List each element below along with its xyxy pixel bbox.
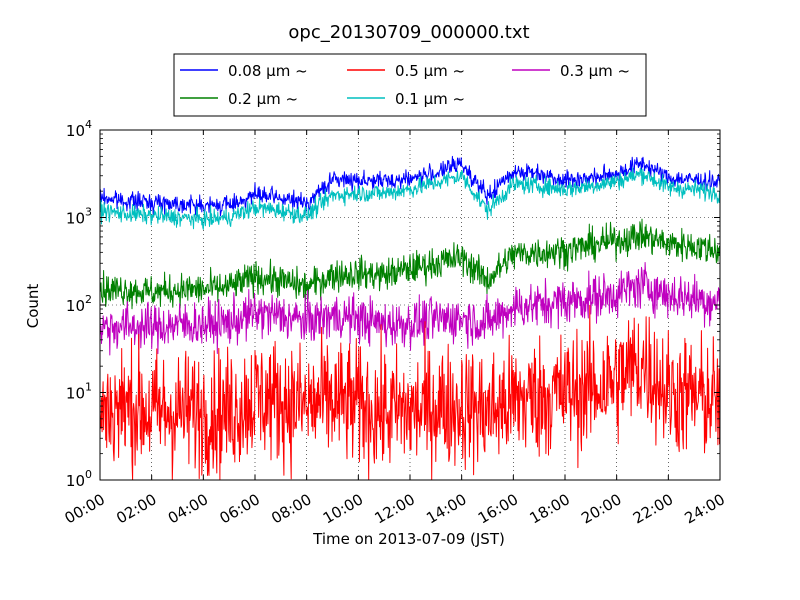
legend-label-2: 0.2 μm ~ [228, 90, 298, 108]
chart-title: opc_20130709_000000.txt [288, 22, 529, 43]
series-line-3 [99, 262, 721, 356]
series-line-2 [99, 218, 721, 310]
y-axis: 100 101 102 103 104 [66, 118, 720, 490]
y-tick-label: 101 [66, 381, 92, 403]
legend-label-0: 0.08 μm ~ [228, 62, 308, 80]
legend: 0.08 μm ~ 0.1 μm ~ 0.2 μm ~ 0.3 μm ~ 0.5 μm … [173, 53, 647, 117]
y-axis-label: Count [24, 284, 42, 329]
series-layer [99, 155, 721, 481]
legend-box [173, 53, 647, 117]
legend-label-1: 0.1 μm ~ [395, 90, 465, 108]
y-tick-label: 104 [66, 118, 92, 140]
legend-label-3: 0.3 μm ~ [560, 62, 630, 80]
legend-label-4: 0.5 μm ~ [395, 62, 465, 80]
x-axis-label: Time on 2013-07-09 (JST) [312, 530, 505, 548]
y-tick-label: 102 [66, 293, 92, 315]
series-line-1 [99, 167, 721, 230]
series-line-4 [99, 304, 721, 481]
y-tick-label: 103 [66, 206, 92, 228]
y-tick-label: 100 [66, 468, 92, 490]
series-line-0 [99, 155, 721, 217]
